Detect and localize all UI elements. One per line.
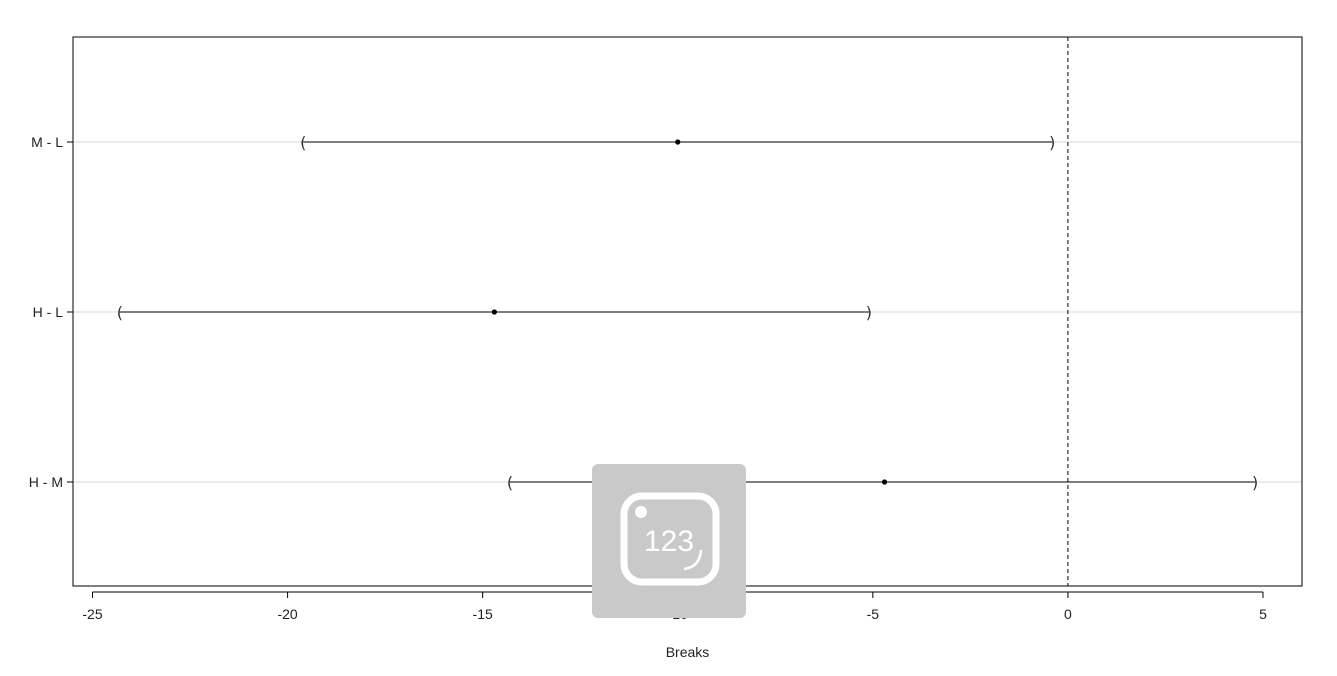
- estimate-point: [675, 139, 681, 145]
- watermark-icon-frame: [620, 492, 720, 586]
- interval-lower-bracket: (: [117, 303, 123, 322]
- x-tick-label: 0: [1064, 606, 1072, 622]
- y-category-label: H - L: [33, 304, 64, 320]
- interval-lower-bracket: (: [507, 473, 513, 492]
- watermark-logo: 123: [592, 464, 746, 618]
- interval-upper-bracket: ): [1252, 473, 1258, 492]
- x-tick-label: 5: [1259, 606, 1267, 622]
- interval-lower-bracket: (: [300, 133, 306, 152]
- interval-upper-bracket: ): [866, 303, 872, 322]
- x-tick-label: -20: [277, 606, 297, 622]
- estimate-point: [491, 309, 497, 315]
- estimate-point: [881, 479, 888, 485]
- y-category-label: H - M: [29, 474, 63, 490]
- x-tick-label: -25: [82, 606, 102, 622]
- watermark-icon-dot: [635, 506, 647, 518]
- interval-upper-bracket: ): [1049, 133, 1055, 152]
- x-tick-label: -5: [867, 606, 880, 622]
- y-axis: M - L H - L H - M: [29, 134, 73, 490]
- y-category-label: M - L: [31, 134, 63, 150]
- x-tick-label: -15: [473, 606, 493, 622]
- watermark-text: 123: [644, 525, 694, 558]
- x-axis-label: Breaks: [666, 644, 710, 660]
- watermark-icon-swoosh: [683, 549, 703, 571]
